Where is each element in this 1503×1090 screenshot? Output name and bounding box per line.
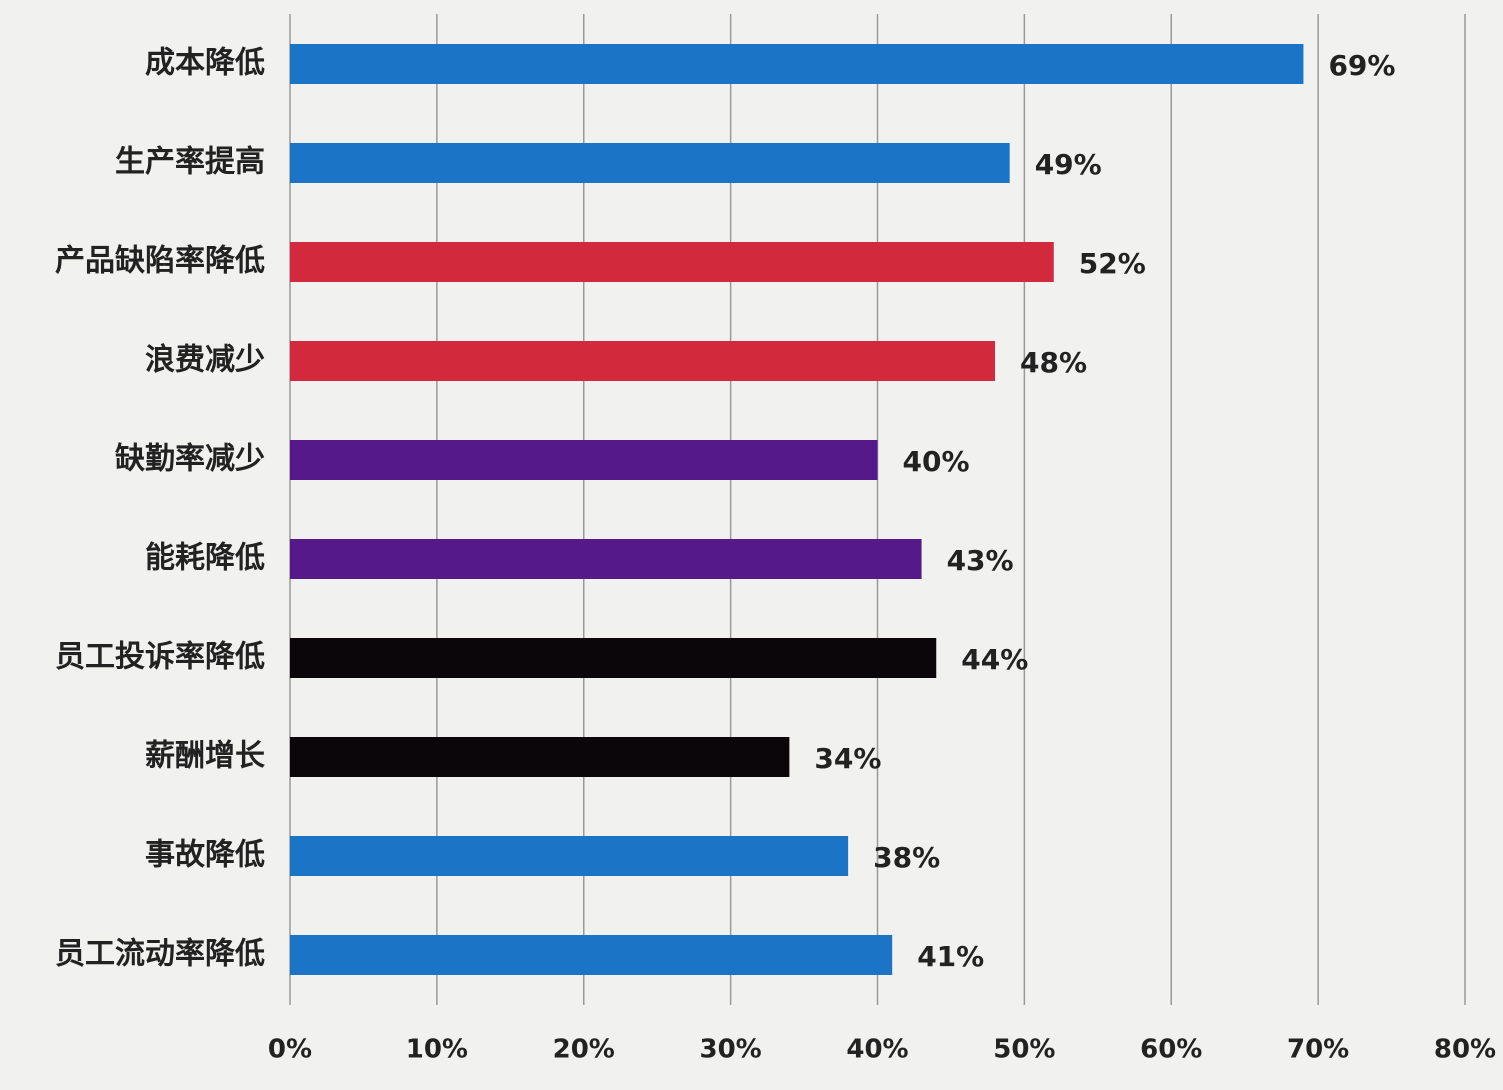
bar [290,935,893,975]
value-label: 38% [873,841,940,874]
x-tick-label: 30% [700,1035,762,1065]
category-label: 缺勤率减少 [115,442,265,477]
category-label: 浪费减少 [145,343,265,378]
x-tick-label: 20% [553,1035,615,1065]
value-label: 44% [961,643,1028,676]
category-label: 产品缺陷率降低 [55,244,265,279]
value-label: 40% [903,445,970,478]
category-label: 能耗降低 [145,541,265,576]
bar [290,44,1304,84]
x-tick-label: 50% [993,1035,1055,1065]
value-label: 34% [814,742,881,775]
bar [290,143,1010,183]
category-label: 生产率提高 [115,145,265,180]
bar [290,440,878,480]
category-label: 成本降低 [145,46,265,81]
x-tick-label: 40% [846,1035,908,1065]
value-label: 48% [1020,346,1087,379]
bar [290,242,1054,282]
category-label: 薪酬增长 [145,739,265,774]
category-label: 事故降低 [145,838,265,873]
category-label: 员工投诉率降低 [55,640,265,675]
value-label: 52% [1079,247,1146,280]
bar [290,539,922,579]
x-tick-label: 0% [268,1035,312,1065]
x-tick-label: 70% [1287,1035,1349,1065]
bar [290,737,790,777]
x-tick-label: 60% [1140,1035,1202,1065]
bar [290,341,995,381]
value-label: 69% [1328,49,1395,82]
value-label: 43% [947,544,1014,577]
category-label: 员工流动率降低 [55,937,265,972]
value-label: 41% [917,940,984,973]
x-tick-label: 80% [1434,1035,1496,1065]
bar [290,638,937,678]
bar [290,836,849,876]
value-label: 49% [1035,148,1102,181]
x-tick-label: 10% [406,1035,468,1065]
